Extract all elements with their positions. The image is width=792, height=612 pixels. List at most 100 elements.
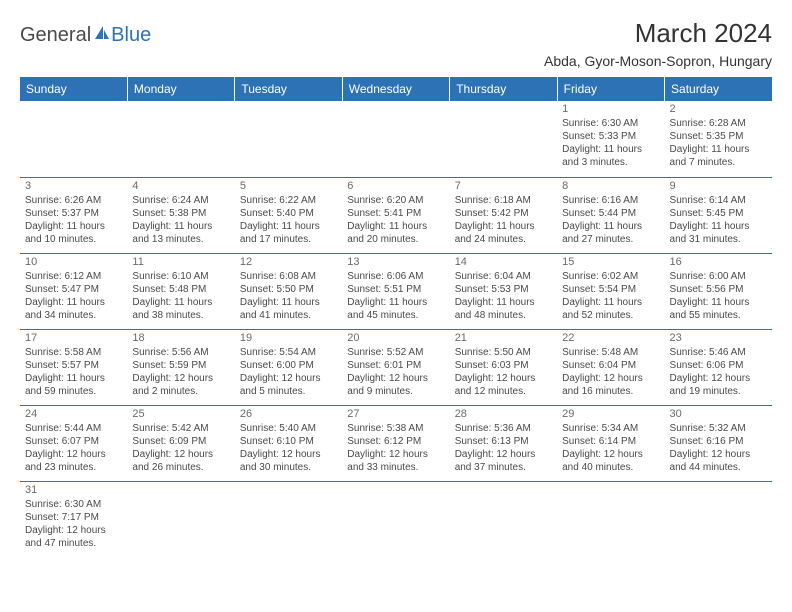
sunrise-text: Sunrise: 6:04 AM [455, 270, 552, 283]
sunset-text: Sunset: 5:50 PM [240, 283, 337, 296]
sunrise-text: Sunrise: 6:28 AM [670, 117, 767, 130]
sunset-text: Sunset: 5:35 PM [670, 130, 767, 143]
day-number: 25 [132, 408, 229, 421]
calendar-day: 24Sunrise: 5:44 AMSunset: 6:07 PMDayligh… [20, 405, 127, 481]
day-number: 17 [25, 332, 122, 345]
daylight-text: Daylight: 12 hours and 23 minutes. [25, 448, 122, 474]
sunrise-text: Sunrise: 6:22 AM [240, 194, 337, 207]
sunrise-text: Sunrise: 6:16 AM [562, 194, 659, 207]
calendar-empty [20, 101, 127, 177]
daylight-text: Daylight: 12 hours and 37 minutes. [455, 448, 552, 474]
sunset-text: Sunset: 5:51 PM [347, 283, 444, 296]
day-header: Wednesday [342, 77, 449, 101]
day-number: 29 [562, 408, 659, 421]
day-number: 24 [25, 408, 122, 421]
day-number: 5 [240, 180, 337, 193]
day-header-row: SundayMondayTuesdayWednesdayThursdayFrid… [20, 77, 772, 101]
calendar-day: 21Sunrise: 5:50 AMSunset: 6:03 PMDayligh… [450, 329, 557, 405]
daylight-text: Daylight: 11 hours and 13 minutes. [132, 220, 229, 246]
daylight-text: Daylight: 11 hours and 38 minutes. [132, 296, 229, 322]
day-number: 22 [562, 332, 659, 345]
daylight-text: Daylight: 11 hours and 3 minutes. [562, 143, 659, 169]
daylight-text: Daylight: 12 hours and 2 minutes. [132, 372, 229, 398]
sunrise-text: Sunrise: 5:48 AM [562, 346, 659, 359]
day-number: 18 [132, 332, 229, 345]
daylight-text: Daylight: 11 hours and 41 minutes. [240, 296, 337, 322]
sunrise-text: Sunrise: 5:32 AM [670, 422, 767, 435]
sunrise-text: Sunrise: 5:42 AM [132, 422, 229, 435]
logo: General Blue [20, 24, 151, 47]
day-number: 7 [455, 180, 552, 193]
calendar-day: 25Sunrise: 5:42 AMSunset: 6:09 PMDayligh… [127, 405, 234, 481]
sunrise-text: Sunrise: 6:24 AM [132, 194, 229, 207]
title-wrap: March 2024 Abda, Gyor-Moson-Sopron, Hung… [544, 18, 772, 69]
sunrise-text: Sunrise: 6:30 AM [25, 498, 122, 511]
day-number: 31 [25, 484, 122, 497]
sunset-text: Sunset: 5:47 PM [25, 283, 122, 296]
calendar-day: 19Sunrise: 5:54 AMSunset: 6:00 PMDayligh… [235, 329, 342, 405]
day-header: Friday [557, 77, 664, 101]
day-number: 19 [240, 332, 337, 345]
sunset-text: Sunset: 5:37 PM [25, 207, 122, 220]
day-number: 21 [455, 332, 552, 345]
calendar-empty [450, 481, 557, 557]
day-number: 9 [670, 180, 767, 193]
calendar-day: 2Sunrise: 6:28 AMSunset: 5:35 PMDaylight… [665, 101, 772, 177]
sunrise-text: Sunrise: 6:14 AM [670, 194, 767, 207]
day-number: 6 [347, 180, 444, 193]
day-number: 13 [347, 256, 444, 269]
sunset-text: Sunset: 6:16 PM [670, 435, 767, 448]
calendar-day: 3Sunrise: 6:26 AMSunset: 5:37 PMDaylight… [20, 177, 127, 253]
sunrise-text: Sunrise: 6:12 AM [25, 270, 122, 283]
daylight-text: Daylight: 12 hours and 9 minutes. [347, 372, 444, 398]
calendar-empty [127, 481, 234, 557]
sunset-text: Sunset: 5:54 PM [562, 283, 659, 296]
sunset-text: Sunset: 5:44 PM [562, 207, 659, 220]
sunset-text: Sunset: 6:10 PM [240, 435, 337, 448]
daylight-text: Daylight: 11 hours and 20 minutes. [347, 220, 444, 246]
daylight-text: Daylight: 12 hours and 26 minutes. [132, 448, 229, 474]
calendar-empty [557, 481, 664, 557]
daylight-text: Daylight: 12 hours and 19 minutes. [670, 372, 767, 398]
calendar-day: 6Sunrise: 6:20 AMSunset: 5:41 PMDaylight… [342, 177, 449, 253]
day-number: 28 [455, 408, 552, 421]
daylight-text: Daylight: 12 hours and 44 minutes. [670, 448, 767, 474]
logo-sail-icon [93, 24, 111, 47]
sunrise-text: Sunrise: 5:58 AM [25, 346, 122, 359]
daylight-text: Daylight: 11 hours and 24 minutes. [455, 220, 552, 246]
sunset-text: Sunset: 6:03 PM [455, 359, 552, 372]
sunrise-text: Sunrise: 5:54 AM [240, 346, 337, 359]
day-header: Tuesday [235, 77, 342, 101]
sunset-text: Sunset: 6:09 PM [132, 435, 229, 448]
location-text: Abda, Gyor-Moson-Sopron, Hungary [544, 53, 772, 69]
daylight-text: Daylight: 12 hours and 40 minutes. [562, 448, 659, 474]
sunset-text: Sunset: 6:06 PM [670, 359, 767, 372]
day-number: 12 [240, 256, 337, 269]
sunrise-text: Sunrise: 6:26 AM [25, 194, 122, 207]
day-number: 11 [132, 256, 229, 269]
day-header: Saturday [665, 77, 772, 101]
calendar-day: 4Sunrise: 6:24 AMSunset: 5:38 PMDaylight… [127, 177, 234, 253]
sunset-text: Sunset: 6:00 PM [240, 359, 337, 372]
sunset-text: Sunset: 5:33 PM [562, 130, 659, 143]
calendar-week: 3Sunrise: 6:26 AMSunset: 5:37 PMDaylight… [20, 177, 772, 253]
sunrise-text: Sunrise: 5:56 AM [132, 346, 229, 359]
calendar-day: 27Sunrise: 5:38 AMSunset: 6:12 PMDayligh… [342, 405, 449, 481]
calendar-day: 11Sunrise: 6:10 AMSunset: 5:48 PMDayligh… [127, 253, 234, 329]
sunrise-text: Sunrise: 6:20 AM [347, 194, 444, 207]
calendar-empty [342, 481, 449, 557]
daylight-text: Daylight: 11 hours and 10 minutes. [25, 220, 122, 246]
daylight-text: Daylight: 11 hours and 48 minutes. [455, 296, 552, 322]
sunrise-text: Sunrise: 5:52 AM [347, 346, 444, 359]
header: General Blue March 2024 Abda, Gyor-Moson… [20, 18, 772, 69]
sunset-text: Sunset: 6:01 PM [347, 359, 444, 372]
calendar-week: 1Sunrise: 6:30 AMSunset: 5:33 PMDaylight… [20, 101, 772, 177]
sunset-text: Sunset: 5:48 PM [132, 283, 229, 296]
sunrise-text: Sunrise: 6:30 AM [562, 117, 659, 130]
logo-text-blue: Blue [111, 24, 151, 47]
calendar-day: 18Sunrise: 5:56 AMSunset: 5:59 PMDayligh… [127, 329, 234, 405]
sunset-text: Sunset: 5:56 PM [670, 283, 767, 296]
daylight-text: Daylight: 11 hours and 52 minutes. [562, 296, 659, 322]
day-number: 16 [670, 256, 767, 269]
day-number: 23 [670, 332, 767, 345]
